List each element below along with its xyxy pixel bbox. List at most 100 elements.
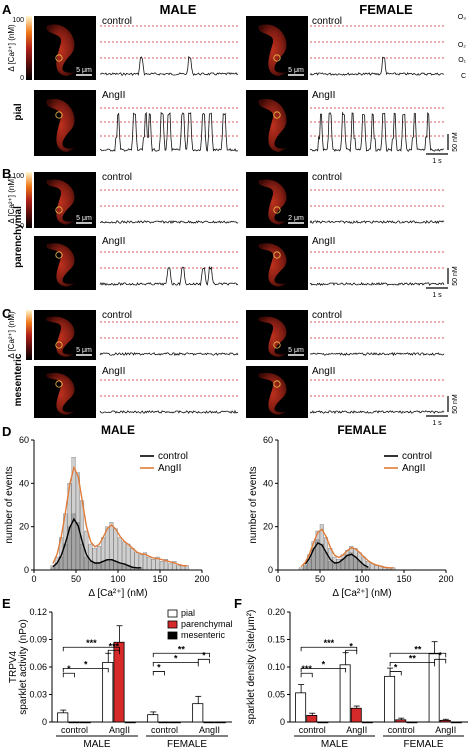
bar-pial <box>384 675 396 723</box>
roi-circle <box>55 206 63 214</box>
calcium-trace-a-ang-F <box>309 111 445 153</box>
bar-mesenteric <box>317 721 329 724</box>
scale-bar-label: 5 μm <box>76 347 92 354</box>
time-scale-label: 1 s <box>432 292 442 299</box>
significance-marker: ** <box>414 644 422 654</box>
bar-parenchymal <box>68 721 80 724</box>
bar-mesenteric <box>79 721 91 724</box>
legend-label-control: control <box>402 451 432 462</box>
histogram-bar-control <box>117 563 122 571</box>
y-tick-label: 40 <box>19 478 29 488</box>
legend-label-pial: pial <box>181 608 195 618</box>
significance-marker: * <box>67 664 71 674</box>
bar-mesenteric <box>124 721 136 724</box>
open-level-labels: O₃ O₂ O₁ C <box>458 14 467 80</box>
significance-marker: * <box>322 659 326 669</box>
panel-label-f: F <box>234 596 242 611</box>
y-tick-label: 0.06 <box>29 662 47 672</box>
svg-text:0: 0 <box>20 223 24 230</box>
histogram-bar-control <box>88 561 93 571</box>
significance-marker: *** <box>301 664 312 674</box>
condition-label: AngII <box>312 366 335 377</box>
bar-parenchymal <box>439 719 451 723</box>
legend-label-parenchymal: parenchymal <box>181 619 233 629</box>
cell-shape <box>258 179 287 225</box>
y-tick-label: 0 <box>280 717 285 727</box>
y-axis-label: number of events <box>4 466 15 543</box>
category-label: control <box>388 725 415 735</box>
histogram-bar-control <box>92 563 97 571</box>
colorbar-c: Δ [Ca²⁺] (nM) <box>7 310 32 360</box>
scale-bar-label: 5 μm <box>76 215 92 222</box>
svg-text:0: 0 <box>20 75 24 82</box>
calcium-trace-b-ang-M <box>99 265 239 287</box>
calcium-trace-c-ang-M <box>99 409 239 414</box>
category-label: control <box>61 725 88 735</box>
roi-circle <box>273 111 281 119</box>
calcium-trace-c-ang-F <box>309 410 445 414</box>
cell-shape <box>46 372 75 415</box>
cell-shape <box>46 243 75 287</box>
condition-label: AngII <box>312 236 335 247</box>
group-label: MALE <box>321 739 349 750</box>
svg-text:100: 100 <box>12 173 24 180</box>
histogram-bar-control <box>113 561 118 571</box>
cell-shape <box>46 98 75 153</box>
svg-text:C: C <box>461 73 466 80</box>
significance-marker: *** <box>109 641 120 651</box>
group-label: MALE <box>83 739 111 750</box>
panel-label-b: B <box>2 166 11 181</box>
x-axis-label: Δ [Ca²⁺] (nM) <box>332 588 391 599</box>
legend-label-AngII: AngII <box>402 463 425 474</box>
panel-label-c: C <box>2 306 12 321</box>
histogram-male: MALE 0 50 100 150 200 0 20 40 60 Δ [Ca²⁺] (nM) numb… <box>4 423 210 599</box>
significance-marker: *** <box>324 638 335 648</box>
calcium-trace-c-ctrl-M <box>99 351 239 357</box>
significance-bracket <box>152 652 210 658</box>
significance-bracket <box>300 668 347 673</box>
roi-circle <box>273 54 281 62</box>
female-header: FEMALE <box>359 2 413 17</box>
row-label-pial: pial <box>13 103 24 120</box>
panel-label-d: D <box>2 424 11 439</box>
category-label: control <box>299 725 326 735</box>
male-header: MALE <box>160 2 197 17</box>
x-tick-label: 200 <box>438 574 453 584</box>
x-tick-label: 0 <box>31 574 36 584</box>
y-tick-label: 0.09 <box>29 635 47 645</box>
svg-text:O₃: O₃ <box>458 14 466 21</box>
y-tick-label: 0 <box>24 565 29 575</box>
category-label: AngII <box>435 725 456 735</box>
fit-curve-AngII <box>300 528 394 569</box>
bar-mesenteric <box>169 721 181 724</box>
condition-label: control <box>312 16 342 27</box>
bar-chart-sparklet-density: 0 0.05 0.10 0.15 0.20 sparklet density (site/… <box>246 607 468 750</box>
time-scale-label: 1 s <box>432 158 442 165</box>
y-axis-label: TRPV4 <box>8 650 19 683</box>
group-label: FEMALE <box>167 739 207 750</box>
y-tick-label: 60 <box>19 435 29 445</box>
bar-chart-sparklet-activity: 0 0.03 0.06 0.09 0.12 TRPV4 sparklet activity … <box>8 607 233 750</box>
amplitude-scale-label: 50 nM <box>452 394 459 414</box>
amplitude-scale-label: 50 nM <box>452 266 459 286</box>
histogram-bar-control <box>84 556 89 571</box>
category-label: control <box>151 725 178 735</box>
legend-label-AngII: AngII <box>158 463 181 474</box>
significance-bracket <box>389 652 447 658</box>
group-label: FEMALE <box>403 739 443 750</box>
legend-label-mesenteric: mesenteric <box>181 630 226 640</box>
legend-swatch-mesenteric <box>167 631 178 640</box>
calcium-trace-a-ctrl-F <box>309 56 445 76</box>
x-axis-label: Δ [Ca²⁺] (nM) <box>88 588 147 599</box>
calcium-trace-c-ctrl-F <box>309 351 445 357</box>
significance-marker: * <box>202 650 206 660</box>
histogram-bar-AngII <box>176 565 181 571</box>
significance-bracket <box>62 672 75 678</box>
significance-bracket <box>62 668 109 673</box>
significance-marker: ** <box>178 644 186 654</box>
significance-bracket <box>152 661 199 667</box>
bar-parenchymal <box>306 715 318 723</box>
calcium-traces: control control AngII AngII 50 nM 1 s control c… <box>99 16 459 427</box>
bar-pial <box>147 714 159 723</box>
